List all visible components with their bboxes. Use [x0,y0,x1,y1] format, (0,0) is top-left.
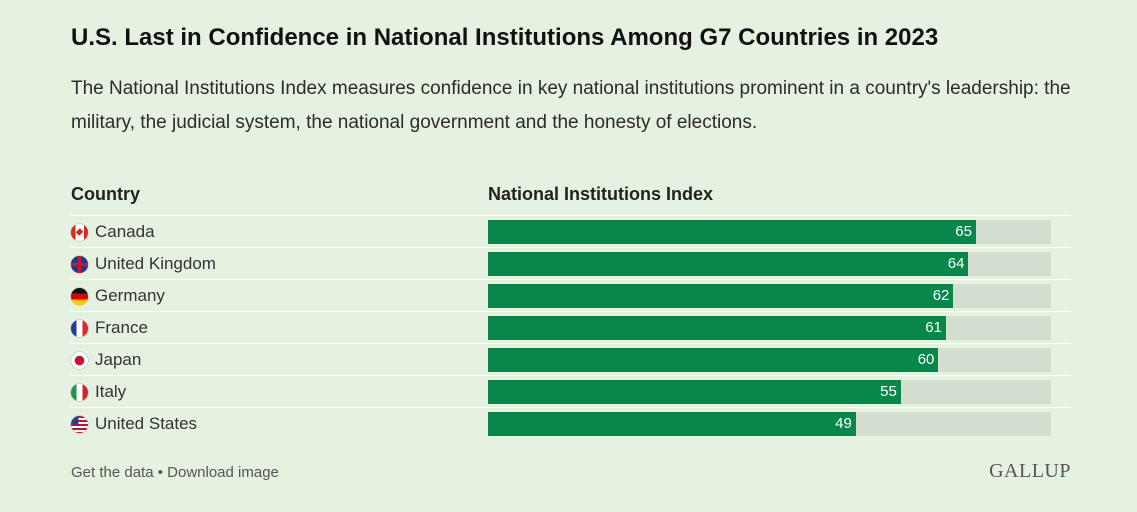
country-label: United Kingdom [95,254,216,273]
bar-value-label: 61 [925,319,942,336]
canada-flag-icon [71,223,88,241]
bar-track: 61 [488,316,1051,340]
column-header-country: Country [71,184,140,204]
bar-track: 49 [488,412,1051,436]
country-cell: Germany [71,280,165,312]
bar: 55 [488,380,901,404]
country-label: France [95,318,148,337]
bar-rows: Canada 65 United Kingdom 64 Germany 62 France 6… [71,215,1071,439]
bar-value-label: 64 [947,255,965,272]
country-cell: Italy [71,376,126,408]
country-cell: Canada [71,216,155,248]
bar-track: 64 [488,252,1051,276]
column-header-index: National Institutions Index [488,184,714,204]
country-cell: Japan [71,344,141,376]
uk-flag-icon [71,255,88,273]
country-label: Japan [95,350,142,369]
germany-flag-icon [71,287,88,305]
bar: 49 [488,412,856,436]
country-cell: France [71,312,148,344]
bar: 61 [488,316,946,340]
chart-subtitle: The National Institutions Index measures… [71,78,1071,133]
download-image-link[interactable]: Download image [167,464,279,481]
bar-value-label: 49 [835,415,852,432]
bar-value-label: 65 [955,223,972,240]
country-cell: United States [71,408,197,440]
us-flag-icon [71,415,88,433]
japan-flag-icon [71,351,88,369]
bar: 62 [488,284,954,308]
country-label: United States [95,414,198,433]
get-the-data-link[interactable]: Get the data [71,464,154,481]
bar-row: France 61 [71,311,1071,343]
country-cell: United Kingdom [71,248,216,280]
france-flag-icon [71,319,88,337]
bar-track: 60 [488,348,1051,372]
footer-links: Get the data • Download image [71,464,279,481]
bar-value-label: 60 [917,351,935,368]
bar: 64 [488,252,969,276]
bar: 60 [488,348,939,372]
bar: 65 [488,220,976,244]
gallup-logo: GALLUP [989,460,1071,482]
bar-row: United States 49 [71,407,1071,439]
bar-track: 55 [488,380,1051,404]
bar-row: United Kingdom 64 [71,247,1071,279]
chart-title: U.S. Last in Confidence in National Inst… [71,24,939,51]
bar-row: Germany 62 [71,279,1071,311]
bar-value-label: 62 [932,287,950,304]
bar-track: 62 [488,284,1051,308]
bar-row: Canada 65 [71,215,1071,247]
country-label: Canada [95,222,155,241]
footer-separator: • [153,464,168,481]
italy-flag-icon [71,383,88,401]
bar-value-label: 55 [880,383,897,400]
bar-track: 65 [488,220,1051,244]
bar-row: Italy 55 [71,375,1071,407]
country-label: Italy [95,382,127,401]
country-label: Germany [95,286,165,305]
bar-row: Japan 60 [71,343,1071,375]
